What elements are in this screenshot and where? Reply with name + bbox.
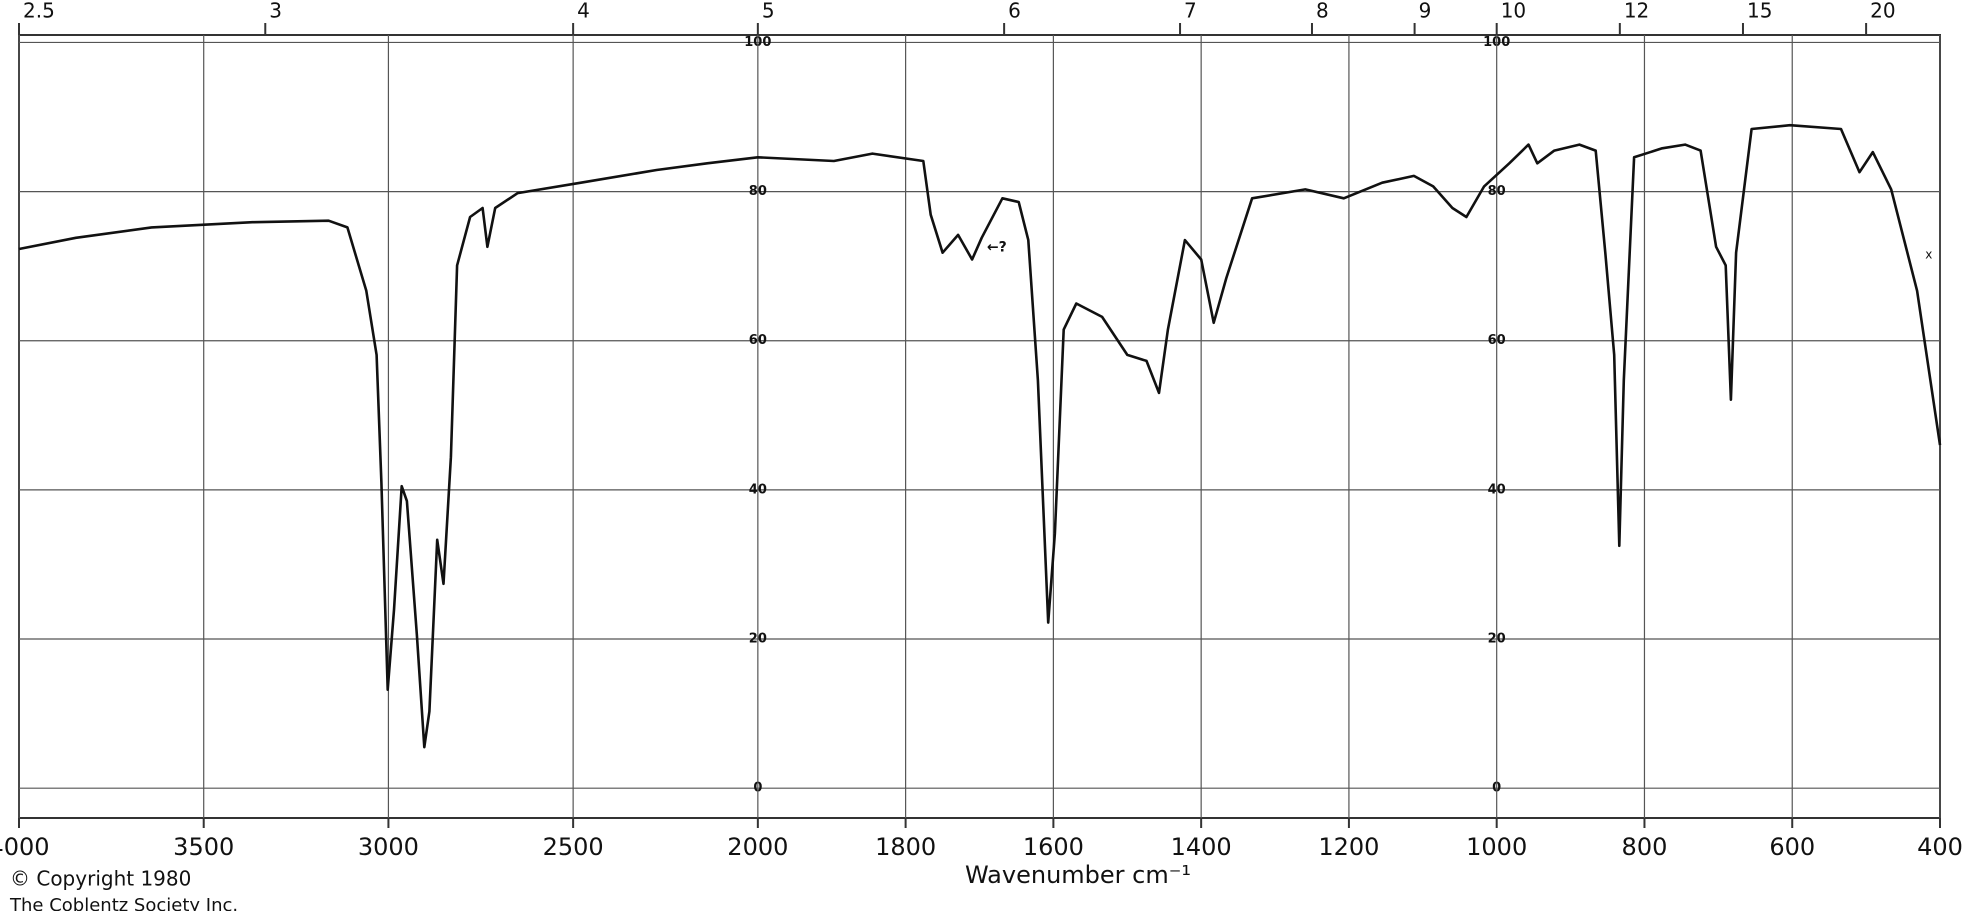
x-tick-label: 1200 [1318,833,1379,861]
x-tick-label: 2500 [543,833,604,861]
source: The Coblentz Society Inc. [9,895,238,911]
annotation: ←? [987,240,1007,256]
x-tick-label: 1400 [1171,833,1232,861]
top-tick-label: 6 [1008,0,1021,23]
x-tick-label: 3000 [358,833,419,861]
top-tick-label: 20 [1870,0,1895,23]
x-tick-label: 800 [1622,833,1668,861]
x-tick-label: 600 [1769,833,1815,861]
top-tick-label: 5 [762,0,775,23]
x-tick-label: 4000 [0,833,50,861]
annotation: x [1925,247,1932,261]
x-tick-label: 1000 [1466,833,1527,861]
top-tick-label: 10 [1501,0,1526,23]
top-tick-label: 8 [1316,0,1329,23]
top-tick-label: 3 [269,0,282,23]
top-tick-label: 2.5 [23,0,55,23]
top-tick-label: 7 [1184,0,1197,23]
top-tick-label: 9 [1419,0,1432,23]
x-tick-label: 2000 [727,833,788,861]
x-tick-label: 1800 [875,833,936,861]
x-tick-label: 3500 [173,833,234,861]
x-tick-label: 400 [1917,833,1963,861]
copyright: © Copyright 1980 [10,867,191,891]
top-tick-label: 4 [577,0,590,23]
top-tick-label: 12 [1624,0,1649,23]
x-axis-label: Wavenumber cm⁻¹ [965,861,1191,889]
top-tick-label: 15 [1747,0,1772,23]
x-tick-label: 1600 [1023,833,1084,861]
spectrum-line [18,123,1942,749]
